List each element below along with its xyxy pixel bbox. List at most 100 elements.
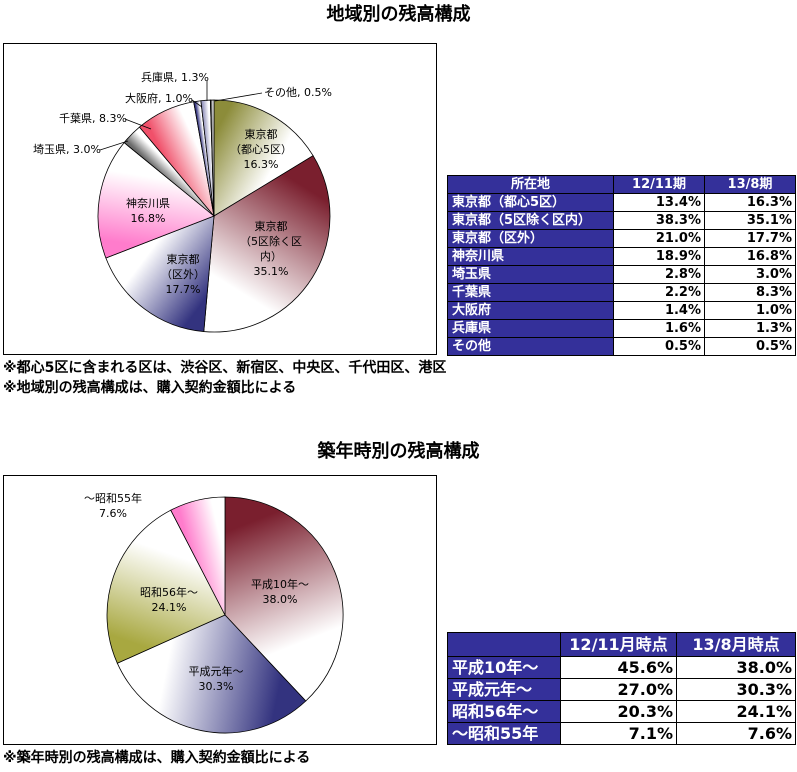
region-pie-label-9: その他, 0.5% xyxy=(264,86,332,99)
table-row: その他 0.5% 0.5% xyxy=(447,337,796,356)
pie-label-name: （区外） xyxy=(161,268,205,281)
table-row: 東京都（5区除く区内） 38.3% 35.1% xyxy=(447,211,796,230)
pie-label-name: 兵庫県 xyxy=(141,70,174,84)
region-table-value-cell: 21.0% xyxy=(613,229,705,248)
age-section-title: 築年時別の残高構成 xyxy=(317,441,480,462)
age-table-row-label: 平成10年～ xyxy=(447,656,561,679)
region-pie-leader-line-5 xyxy=(99,140,129,151)
pie-label-name: （都心5区） xyxy=(230,143,292,156)
pie-label-name: （5区除く区 xyxy=(240,234,302,248)
age-table-value-cell: 7.6% xyxy=(676,722,796,745)
region-table-value-cell: 13.4% xyxy=(613,193,705,212)
region-table-value-cell: 1.0% xyxy=(704,301,796,320)
age-table-value-cell: 38.0% xyxy=(676,656,796,679)
region-pie-slice-3 xyxy=(105,215,215,332)
pie-label-value: 17.7% xyxy=(166,283,201,296)
age-pie-labels: 平成10年～ 38.0% 平成元年～ 30.3% 昭和56年～ 24.1% ～昭和55年 7.… xyxy=(84,491,309,693)
region-pie-label-1: 東京都 （都心5区） 16.3% xyxy=(230,127,292,171)
region-table-value-cell: 0.5% xyxy=(704,337,796,356)
pie-label-value: 30.3% xyxy=(199,680,234,693)
table-row: 神奈川県 18.9% 16.8% xyxy=(447,247,796,266)
region-pie-slice-9 xyxy=(209,99,215,217)
region-pie-label-8: 兵庫県, 1.3% xyxy=(141,70,209,84)
pie-label-value: 24.1% xyxy=(152,601,187,614)
pie-label-name: 東京都 xyxy=(167,252,200,266)
region-table-row-label: 埼玉県 xyxy=(447,265,614,284)
age-table-value-cell: 24.1% xyxy=(676,700,796,723)
pie-label-name: 平成元年～ xyxy=(189,664,244,678)
region-table-value-cell: 35.1% xyxy=(704,211,796,230)
region-note-basis: ※地域別の残高構成は、購入契約金額比による xyxy=(3,380,297,396)
region-pie-chart: 東京都（都心5区） 16.3%東京都（5区除く区内） 35.1%東京都（区外） 17.… xyxy=(33,70,332,333)
pie-label-value: 35.1% xyxy=(254,265,289,278)
region-table-value-cell: 17.7% xyxy=(704,229,796,248)
region-table-value-cell: 1.6% xyxy=(613,319,705,338)
region-table-row-label: 大阪府 xyxy=(447,301,614,320)
region-table-value-cell: 2.2% xyxy=(613,283,705,302)
age-table-value-cell: 7.1% xyxy=(560,722,677,745)
age-table-header-cell xyxy=(447,632,561,657)
pie-label-value: , 1.3% xyxy=(174,71,209,84)
pie-label-value: 38.0% xyxy=(263,593,298,606)
table-row: ～昭和55年 7.1% 7.6% xyxy=(447,722,796,745)
region-table-value-cell: 2.8% xyxy=(613,265,705,284)
age-table-row-label: ～昭和55年 xyxy=(447,722,561,745)
pie-label-name: 内） xyxy=(260,249,282,263)
age-pie-slice-4 xyxy=(170,496,226,616)
age-pie-slice-3 xyxy=(106,509,226,664)
region-pie-leader-line-9 xyxy=(214,92,263,102)
region-table-value-cell: 0.5% xyxy=(613,337,705,356)
age-table-value-cell: 20.3% xyxy=(560,700,677,723)
pie-label-value: 7.6% xyxy=(99,507,127,520)
age-table-header-cell: 13/8月時点 xyxy=(676,632,796,657)
region-table: 所在地 12/11期 13/8期 東京都（都心5区） 13.4% 16.3% 東京都（5区除… xyxy=(447,175,796,356)
region-table-row-label: 千葉県 xyxy=(447,283,614,302)
region-table-header-cell: 所在地 xyxy=(447,175,614,194)
age-table-row-label: 平成元年～ xyxy=(447,678,561,701)
region-table-header-cell: 13/8期 xyxy=(704,175,796,194)
region-table-row-label: 神奈川県 xyxy=(447,247,614,266)
pie-label-name: 埼玉県 xyxy=(33,142,66,156)
table-row: 大阪府 1.4% 1.0% xyxy=(447,301,796,320)
region-table-value-cell: 18.9% xyxy=(613,247,705,266)
pie-label-name: 大阪府 xyxy=(125,91,158,105)
region-table-value-cell: 3.0% xyxy=(704,265,796,284)
age-table-value-cell: 27.0% xyxy=(560,678,677,701)
region-chart-frame: 東京都（都心5区） 16.3% 東京都（5区除く区内） 35.1% 東京都（区外） 17.… xyxy=(3,43,437,355)
table-row: 昭和56年～ 20.3% 24.1% xyxy=(447,700,796,723)
region-pie-slice-1 xyxy=(213,99,314,217)
age-pie-chart: 平成10年～ 38.0% 平成元年～ 30.3% 昭和56年～ 24.1% ～昭和55年 7.… xyxy=(84,491,344,734)
table-row: 東京都（区外） 21.0% 17.7% xyxy=(447,229,796,248)
pie-label-name: 平成10年～ xyxy=(251,577,309,591)
region-pie-label-2: 東京都（5区除く区内） 35.1% xyxy=(240,219,302,278)
pie-label-value: , 0.5% xyxy=(297,86,332,99)
region-table-value-cell: 8.3% xyxy=(704,283,796,302)
pie-label-name: 東京都 xyxy=(255,219,288,233)
pie-label-name: ～昭和55年 xyxy=(84,491,142,505)
region-pie-labels: 東京都（都心5区） 16.3%東京都（5区除く区内） 35.1%東京都（区外） 17.… xyxy=(33,70,332,296)
age-note-basis: ※築年時別の残高構成は、購入契約金額比による xyxy=(3,750,311,766)
region-table-row-label: 兵庫県 xyxy=(447,319,614,338)
table-row: 平成10年～ 45.6% 38.0% xyxy=(447,656,796,679)
pie-label-value: 16.3% xyxy=(244,158,279,171)
age-table-value-cell: 30.3% xyxy=(676,678,796,701)
region-table-row-label: その他 xyxy=(447,337,614,356)
age-pie-label-3: 昭和56年～ 24.1% xyxy=(140,585,198,614)
pie-label-value: 16.8% xyxy=(131,212,166,225)
table-row: 千葉県 2.2% 8.3% xyxy=(447,283,796,302)
table-row: 埼玉県 2.8% 3.0% xyxy=(447,265,796,284)
region-table-value-cell: 38.3% xyxy=(613,211,705,230)
age-pie-slices xyxy=(106,496,344,734)
region-pie-leader-line-7 xyxy=(191,99,203,108)
region-pie-label-4: 神奈川県 16.8% xyxy=(126,196,170,225)
table-row: 兵庫県 1.6% 1.3% xyxy=(447,319,796,338)
region-table-value-cell: 1.3% xyxy=(704,319,796,338)
table-row: 東京都（都心5区） 13.4% 16.3% xyxy=(447,193,796,212)
pie-label-name: 神奈川県 xyxy=(126,196,170,210)
region-pie-label-5: 埼玉県, 3.0% xyxy=(33,142,101,156)
region-pie-label-6: 千葉県, 8.3% xyxy=(59,111,127,125)
region-pie-slices xyxy=(97,99,331,333)
age-pie-slice-2 xyxy=(116,614,307,734)
age-pie-slice-1 xyxy=(224,496,344,702)
